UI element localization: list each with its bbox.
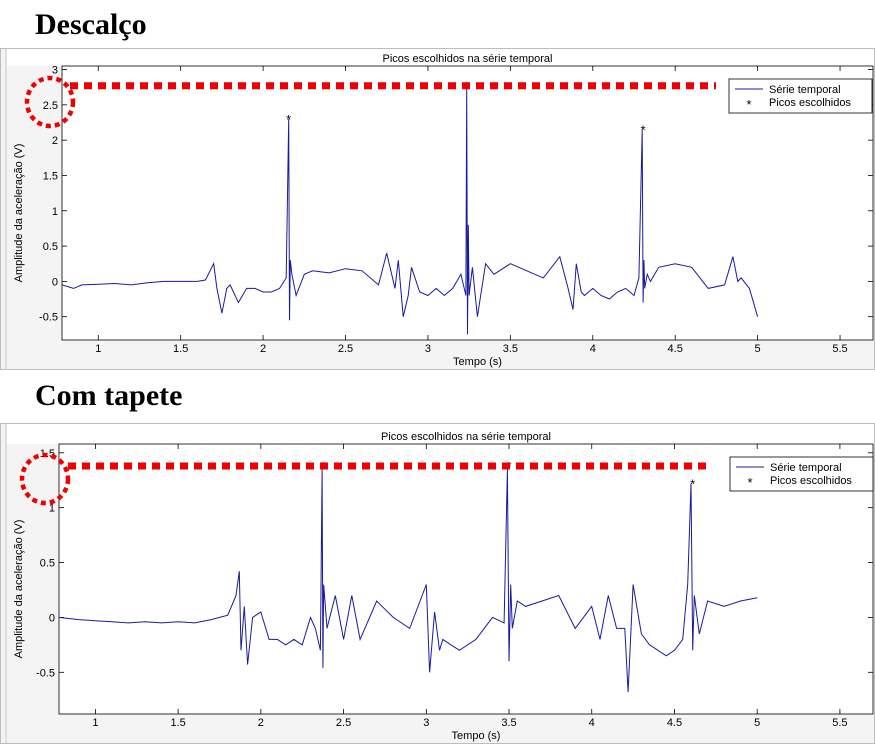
y-tick-label: 0: [49, 612, 55, 624]
x-tick-label: 2: [260, 343, 266, 355]
chart-descalco: Picos escolhidos na série temporal Tempo …: [0, 48, 875, 370]
chart-title: Picos escolhidos na série temporal: [383, 53, 553, 65]
y-tick-label: 1: [52, 206, 58, 218]
y-tick-label: 1.5: [43, 170, 58, 182]
peak-marker: *: [690, 477, 695, 492]
y-tick-label: 0: [52, 276, 58, 288]
y-tick-label: 2: [52, 135, 58, 147]
legend-label-serie-temporal: Série temporal: [770, 462, 842, 474]
x-tick-label: 4.5: [667, 717, 682, 729]
x-tick-label: 2.5: [338, 343, 353, 355]
x-tick-label: 1.5: [173, 343, 188, 355]
series-line-serie-temporal: [61, 87, 759, 335]
x-tick-label: 2: [258, 717, 264, 729]
legend-label-picos-escolhidos: Picos escolhidos: [769, 97, 851, 109]
y-tick-label: 1: [49, 503, 55, 515]
highlight-dashed-circle: [19, 452, 71, 506]
y-tick-label: 3: [52, 65, 58, 77]
x-tick-label: 3.5: [503, 343, 518, 355]
x-tick-label: 5.5: [832, 343, 847, 355]
section-heading-com-tapete: Com tapete: [35, 379, 183, 412]
highlight-dashed-circle: [24, 75, 76, 129]
chart-title: Picos escolhidos na série temporal: [381, 431, 551, 443]
x-tick-label: 1: [95, 343, 101, 355]
x-tick-label: 5: [755, 343, 761, 355]
section-heading-descalco: Descalço: [35, 8, 147, 41]
x-tick-label: 4: [590, 343, 596, 355]
x-tick-label: 1: [92, 717, 98, 729]
legend-box: [728, 78, 873, 114]
x-tick-label: 3: [423, 717, 429, 729]
title-strip: [7, 49, 874, 66]
y-tick-label: -0.5: [36, 667, 55, 679]
x-tick-label: 5.5: [832, 717, 847, 729]
y-axis-label: Amplitude da aceleração (V): [13, 520, 25, 659]
title-strip: [7, 424, 874, 444]
x-tick-label: 4: [589, 717, 595, 729]
y-tick-label: -0.5: [39, 312, 58, 324]
x-axis-label: Tempo (s): [452, 730, 501, 742]
x-tick-label: 5: [754, 717, 760, 729]
series-line-serie-temporal: [58, 469, 758, 693]
peak-marker: *: [641, 123, 646, 138]
y-axis-label: Amplitude da aceleração (V): [13, 144, 25, 283]
legend-label-serie-temporal: Série temporal: [769, 84, 841, 96]
legend-label-picos-escolhidos: Picos escolhidos: [770, 475, 852, 487]
legend-marker-swatch: *: [747, 475, 752, 490]
peak-marker: *: [286, 112, 291, 127]
x-tick-label: 3: [425, 343, 431, 355]
y-tick-label: 0.5: [40, 558, 55, 570]
legend-box: [729, 456, 874, 492]
y-tick-label: 2.5: [43, 100, 58, 112]
y-tick-label: 0.5: [43, 241, 58, 253]
x-tick-label: 1.5: [170, 717, 185, 729]
chart-com-tapete: Picos escolhidos na série temporal Tempo …: [0, 423, 875, 744]
x-axis-label: Tempo (s): [453, 356, 502, 368]
x-tick-label: 3.5: [501, 717, 516, 729]
x-tick-label: 2.5: [336, 717, 351, 729]
legend-marker-swatch: *: [746, 97, 751, 112]
x-tick-label: 4.5: [668, 343, 683, 355]
